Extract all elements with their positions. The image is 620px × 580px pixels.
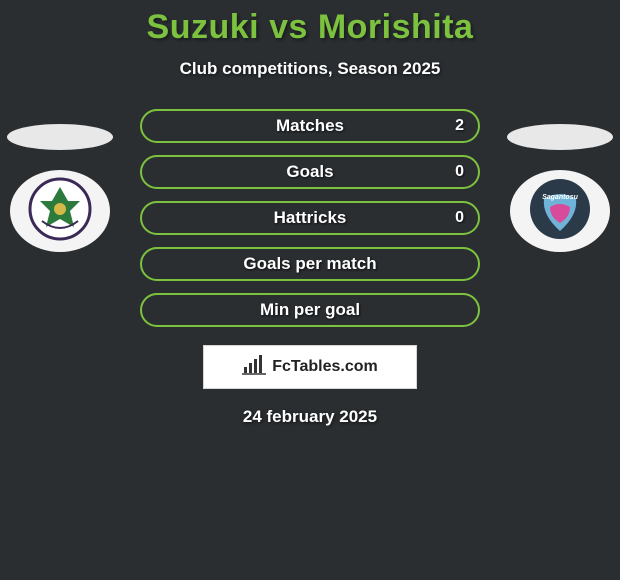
stat-label: Min per goal [260, 300, 360, 320]
date-line: 24 february 2025 [0, 407, 620, 427]
stat-row-matches: Matches 2 [140, 109, 480, 143]
chart-bars-icon [242, 355, 266, 380]
stat-row-hattricks: Hattricks 0 [140, 201, 480, 235]
stats-list: Matches 2 Goals 0 Hattricks 0 Goals per … [140, 109, 480, 327]
stat-label: Matches [276, 116, 344, 136]
stat-label: Goals per match [243, 254, 376, 274]
stat-value: 2 [455, 117, 464, 135]
brand-name: FcTables.com [272, 358, 378, 376]
left-team-block [0, 124, 120, 252]
stat-row-goals-per-match: Goals per match [140, 247, 480, 281]
comparison-card: Suzuki vs Morishita Club competitions, S… [0, 0, 620, 427]
right-team-crest: Sagantosu [510, 170, 610, 252]
stat-label: Goals [286, 162, 333, 182]
stat-row-goals: Goals 0 [140, 155, 480, 189]
tokyo-verdy-crest-icon [24, 173, 96, 250]
stat-label: Hattricks [274, 208, 347, 228]
sagan-tosu-crest-icon: Sagantosu [524, 173, 596, 250]
shadow-ellipse-right [507, 124, 613, 150]
page-title: Suzuki vs Morishita [0, 8, 620, 47]
shadow-ellipse-left [7, 124, 113, 150]
stat-row-min-per-goal: Min per goal [140, 293, 480, 327]
stat-value: 0 [455, 163, 464, 181]
subtitle: Club competitions, Season 2025 [0, 59, 620, 79]
svg-text:Sagantosu: Sagantosu [542, 194, 579, 201]
brand-box[interactable]: FcTables.com [203, 345, 417, 389]
stat-value: 0 [455, 209, 464, 227]
right-team-block: Sagantosu [500, 124, 620, 252]
left-team-crest [10, 170, 110, 252]
